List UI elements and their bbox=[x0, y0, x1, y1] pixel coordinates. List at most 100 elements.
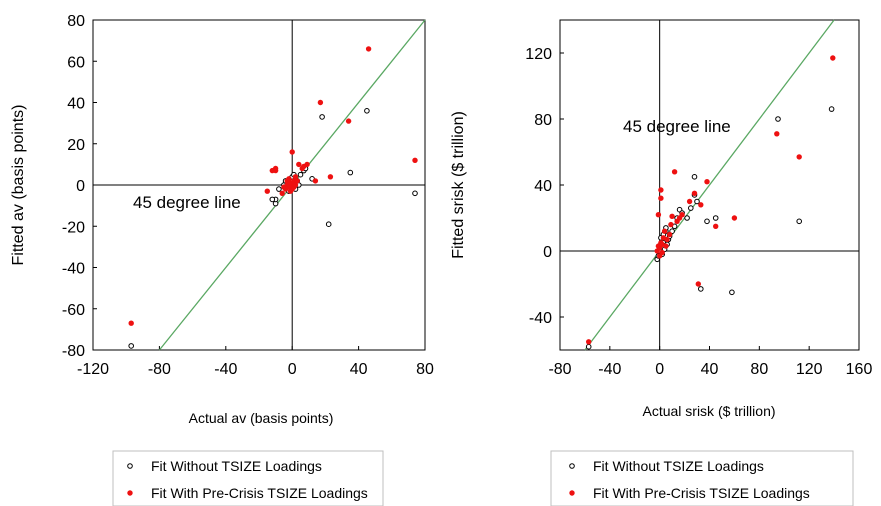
right-point-with-tsize bbox=[668, 221, 674, 228]
right-point-with-tsize bbox=[658, 195, 664, 201]
right-point-with-tsize bbox=[713, 223, 719, 229]
left-y-tick-label: -60 bbox=[62, 302, 85, 319]
left-point-with-tsize bbox=[286, 176, 292, 182]
left-legend-marker-hollow bbox=[127, 463, 133, 469]
left-point-with-tsize bbox=[345, 118, 352, 124]
right-point-without-tsize bbox=[828, 106, 835, 112]
right-point-with-tsize bbox=[830, 55, 836, 61]
right-legend-marker-filled bbox=[569, 490, 575, 496]
right-x-tick-label: 0 bbox=[655, 361, 664, 378]
left-point-with-tsize bbox=[289, 149, 295, 155]
right-45-degree-annotation: 45 degree line bbox=[623, 117, 731, 136]
right-axis-ticks: -80 -40 0 40 80 120 160 120 80 40 0 -40 bbox=[525, 46, 872, 378]
left-point-without-tsize bbox=[297, 171, 304, 178]
right-point-with-tsize bbox=[774, 131, 780, 137]
right-45-degree-line bbox=[584, 19, 835, 351]
left-y-tick-label: 20 bbox=[67, 137, 85, 154]
left-legend-label-1: Fit Without TSIZE Loadings bbox=[151, 458, 322, 474]
left-y-tick-label: -40 bbox=[62, 261, 85, 278]
left-x-tick-label: 80 bbox=[416, 361, 434, 378]
right-point-without-tsize bbox=[796, 218, 803, 225]
right-point-with-tsize bbox=[664, 236, 670, 243]
right-x-axis-label: Actual srisk ($ trillion) bbox=[642, 403, 775, 419]
left-point-with-tsize bbox=[327, 174, 334, 180]
right-point-without-tsize bbox=[775, 116, 781, 122]
right-point-with-tsize bbox=[586, 339, 592, 345]
right-data-points bbox=[585, 55, 836, 350]
right-x-tick-label: 80 bbox=[750, 361, 768, 378]
right-point-with-tsize bbox=[679, 212, 685, 218]
right-point-with-tsize bbox=[659, 249, 665, 256]
left-point-with-tsize bbox=[264, 188, 270, 194]
right-legend: Fit Without TSIZE Loadings Fit With Pre-… bbox=[550, 450, 854, 506]
right-point-with-tsize bbox=[691, 190, 698, 196]
left-point-without-tsize bbox=[128, 343, 134, 349]
left-point-with-tsize bbox=[128, 320, 134, 326]
right-point-with-tsize bbox=[669, 213, 675, 219]
left-point-with-tsize bbox=[412, 157, 418, 163]
right-point-with-tsize bbox=[658, 187, 664, 193]
right-point-with-tsize bbox=[731, 215, 738, 221]
left-45-degree-annotation: 45 degree line bbox=[133, 193, 241, 212]
right-y-tick-label: 0 bbox=[543, 244, 552, 261]
left-y-tick-label: 60 bbox=[67, 54, 85, 71]
right-point-with-tsize bbox=[663, 243, 669, 249]
left-legend-marker-filled bbox=[127, 490, 133, 496]
left-legend: Fit Without TSIZE Loadings Fit With Pre-… bbox=[112, 450, 384, 506]
right-x-tick-label: 40 bbox=[701, 361, 719, 378]
left-point-with-tsize bbox=[292, 174, 299, 180]
left-point-with-tsize bbox=[312, 178, 319, 184]
right-point-with-tsize bbox=[661, 228, 668, 234]
right-point-with-tsize bbox=[655, 212, 662, 218]
left-y-tick-label: -80 bbox=[62, 343, 85, 360]
right-point-without-tsize bbox=[694, 198, 700, 205]
left-y-tick-label: -20 bbox=[62, 219, 85, 236]
right-point-with-tsize bbox=[671, 169, 678, 175]
right-legend-marker-hollow bbox=[569, 463, 575, 469]
right-legend-label-2: Fit With Pre-Crisis TSIZE Loadings bbox=[593, 485, 810, 501]
left-point-without-tsize bbox=[412, 190, 418, 197]
right-x-tick-label: -80 bbox=[548, 361, 571, 378]
right-y-tick-label: 40 bbox=[534, 178, 552, 195]
right-point-without-tsize bbox=[704, 218, 710, 225]
left-point-without-tsize bbox=[276, 186, 282, 192]
right-point-without-tsize bbox=[585, 343, 592, 350]
right-point-with-tsize bbox=[666, 231, 673, 238]
left-legend-label-2: Fit With Pre-Crisis TSIZE Loadings bbox=[151, 485, 368, 501]
right-legend-label-1: Fit Without TSIZE Loadings bbox=[593, 458, 764, 474]
right-point-without-tsize bbox=[729, 289, 735, 296]
left-x-tick-label: 0 bbox=[288, 361, 297, 378]
left-y-axis-label: Fitted av (basis points) bbox=[10, 105, 27, 266]
right-point-with-tsize bbox=[686, 198, 693, 205]
left-y-tick-label: 40 bbox=[67, 96, 85, 113]
left-point-with-tsize bbox=[296, 161, 302, 168]
right-point-with-tsize bbox=[698, 202, 704, 208]
left-point-without-tsize bbox=[325, 221, 332, 227]
right-point-without-tsize bbox=[691, 174, 698, 180]
right-point-with-tsize bbox=[695, 281, 701, 287]
right-point-without-tsize bbox=[698, 286, 704, 292]
left-y-tick-label: 0 bbox=[76, 178, 85, 195]
left-legend-box bbox=[112, 450, 384, 506]
right-y-tick-label: -40 bbox=[529, 310, 552, 327]
left-y-tick-label: 80 bbox=[67, 13, 85, 30]
left-point-with-tsize bbox=[292, 182, 299, 188]
right-point-with-tsize bbox=[796, 154, 802, 160]
left-point-with-tsize bbox=[304, 161, 310, 168]
left-point-with-tsize bbox=[365, 46, 372, 52]
left-point-with-tsize bbox=[317, 99, 324, 106]
left-point-without-tsize bbox=[269, 196, 276, 203]
right-y-tick-label: 80 bbox=[534, 112, 552, 129]
left-point-without-tsize bbox=[364, 108, 370, 114]
right-point-without-tsize bbox=[684, 215, 690, 221]
left-x-tick-label: 40 bbox=[350, 361, 368, 378]
left-x-tick-label: -40 bbox=[214, 361, 237, 378]
left-point-with-tsize bbox=[279, 190, 285, 196]
left-x-axis-label: Actual av (basis points) bbox=[189, 410, 334, 426]
right-point-with-tsize bbox=[704, 179, 710, 185]
left-point-without-tsize bbox=[347, 169, 354, 176]
right-point-without-tsize bbox=[712, 215, 719, 221]
right-x-tick-label: 120 bbox=[796, 361, 823, 378]
